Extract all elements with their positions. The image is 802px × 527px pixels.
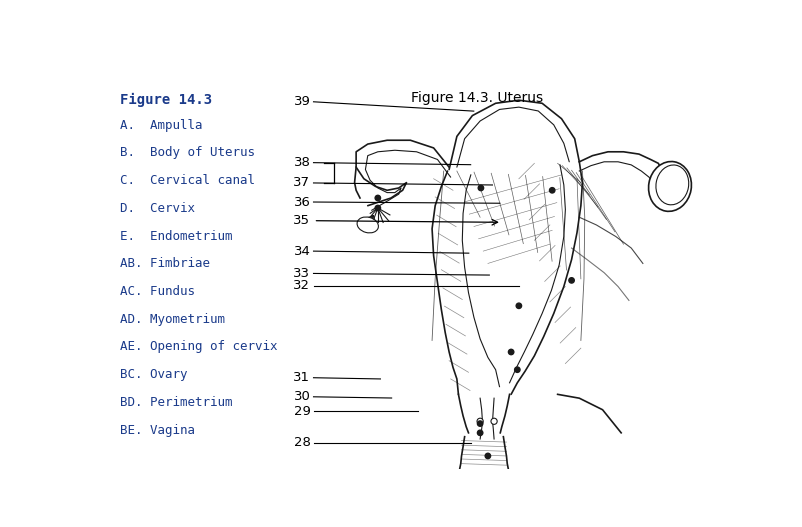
- Text: BE. Vagina: BE. Vagina: [119, 424, 195, 436]
- Circle shape: [477, 421, 482, 426]
- Ellipse shape: [357, 217, 378, 233]
- Circle shape: [478, 186, 483, 191]
- Ellipse shape: [655, 165, 688, 205]
- Text: 37: 37: [293, 177, 310, 189]
- Circle shape: [375, 206, 380, 211]
- Text: 28: 28: [294, 436, 310, 449]
- Text: E.  Endometrium: E. Endometrium: [119, 230, 232, 242]
- Text: 34: 34: [294, 245, 310, 258]
- Text: 33: 33: [293, 267, 310, 280]
- Circle shape: [549, 188, 554, 193]
- Text: Figure 14.3. Uterus: Figure 14.3. Uterus: [411, 91, 542, 105]
- Text: 39: 39: [294, 95, 310, 108]
- Text: 31: 31: [293, 371, 310, 384]
- Text: C.  Cervical canal: C. Cervical canal: [119, 174, 254, 187]
- Text: 36: 36: [294, 196, 310, 209]
- Text: 32: 32: [293, 279, 310, 292]
- Text: AE. Opening of cervix: AE. Opening of cervix: [119, 340, 277, 354]
- Text: D.  Cervix: D. Cervix: [119, 202, 195, 215]
- Circle shape: [375, 196, 380, 201]
- Text: BD. Perimetrium: BD. Perimetrium: [119, 396, 232, 409]
- Circle shape: [508, 349, 513, 355]
- Text: BC. Ovary: BC. Ovary: [119, 368, 187, 381]
- Circle shape: [484, 453, 490, 458]
- Text: 29: 29: [294, 405, 310, 418]
- Circle shape: [516, 303, 521, 308]
- Text: 30: 30: [294, 391, 310, 403]
- Text: AB. Fimbriae: AB. Fimbriae: [119, 257, 209, 270]
- Circle shape: [490, 418, 496, 424]
- Circle shape: [514, 367, 520, 373]
- Text: AC. Fundus: AC. Fundus: [119, 285, 195, 298]
- Circle shape: [477, 430, 482, 435]
- Text: 38: 38: [294, 156, 310, 169]
- Text: B.  Body of Uterus: B. Body of Uterus: [119, 147, 254, 159]
- Text: 35: 35: [293, 214, 310, 227]
- Text: AD. Myometrium: AD. Myometrium: [119, 313, 225, 326]
- Circle shape: [568, 278, 573, 283]
- Ellipse shape: [648, 161, 691, 211]
- Text: A.  Ampulla: A. Ampulla: [119, 119, 202, 132]
- Text: Figure 14.3: Figure 14.3: [119, 93, 212, 106]
- Circle shape: [476, 418, 483, 424]
